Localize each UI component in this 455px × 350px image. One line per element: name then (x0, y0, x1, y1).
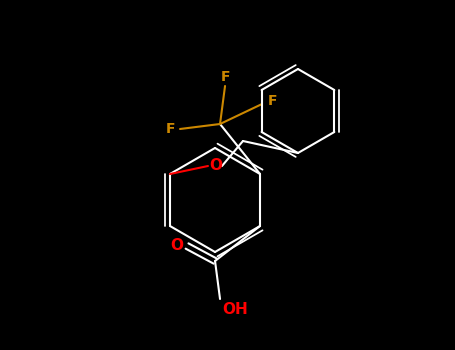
Text: O: O (171, 238, 183, 253)
Text: F: F (165, 122, 175, 136)
Text: F: F (220, 70, 230, 84)
Text: OH: OH (222, 301, 248, 316)
Text: O: O (209, 159, 222, 174)
Text: F: F (267, 94, 277, 108)
